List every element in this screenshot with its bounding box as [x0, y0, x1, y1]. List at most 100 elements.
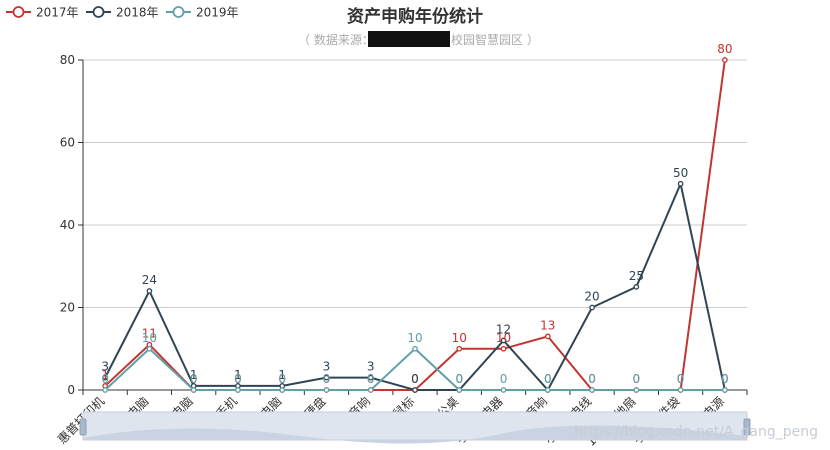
- data-point[interactable]: [677, 180, 684, 187]
- data-label: 0: [367, 372, 375, 386]
- legend[interactable]: 2017年 2018年 2019年: [6, 6, 239, 20]
- data-point[interactable]: [456, 387, 463, 393]
- data-point[interactable]: [102, 374, 108, 381]
- data-point[interactable]: [323, 374, 330, 381]
- y-tick-label: 0: [67, 383, 75, 397]
- grid-lines: [83, 59, 747, 308]
- data-point[interactable]: [633, 387, 640, 393]
- data-label: 50: [673, 166, 688, 180]
- data-point[interactable]: [412, 345, 418, 352]
- legend-marker-icon: [172, 6, 185, 18]
- legend-marker-icon: [92, 6, 105, 18]
- chart-title: 资产申购年份统计: [347, 6, 483, 27]
- y-tick-label: 40: [60, 218, 75, 232]
- data-label: 0: [633, 372, 641, 386]
- data-point[interactable]: [367, 387, 374, 393]
- y-tick-label: 80: [60, 53, 75, 67]
- data-label: 0: [721, 372, 729, 386]
- data-label: 0: [323, 372, 331, 386]
- data-label: 25: [629, 269, 644, 283]
- legend-item[interactable]: 2017年: [6, 6, 79, 20]
- legend-marker-icon: [12, 6, 25, 18]
- data-zoom-slider[interactable]: [79, 411, 751, 444]
- zoom-handle[interactable]: [79, 418, 87, 436]
- data-label: 0: [544, 372, 552, 386]
- data-label: 0: [278, 372, 286, 386]
- data-label: 0: [411, 372, 419, 386]
- data-point[interactable]: [544, 333, 551, 340]
- data-label: 0: [455, 372, 463, 386]
- data-label: 0: [234, 372, 242, 386]
- data-point[interactable]: [235, 387, 241, 393]
- data-label: 3: [101, 360, 109, 374]
- data-point[interactable]: [102, 387, 108, 393]
- data-point[interactable]: [722, 387, 728, 393]
- subtitle-prefix: （ 数据来源：: [298, 32, 374, 47]
- data-label: 0: [500, 372, 508, 386]
- data-label: 10: [142, 331, 157, 345]
- data-point[interactable]: [367, 374, 374, 381]
- data-point[interactable]: [500, 345, 507, 352]
- y-axis: 0 20 40 60 80: [60, 53, 84, 397]
- series-layer: [102, 57, 728, 393]
- data-point[interactable]: [500, 387, 507, 393]
- data-point[interactable]: [456, 345, 463, 352]
- data-label: 0: [633, 372, 641, 386]
- data-point[interactable]: [589, 304, 595, 311]
- data-point[interactable]: [412, 387, 418, 393]
- data-point[interactable]: [722, 57, 728, 63]
- data-point[interactable]: [146, 345, 153, 352]
- data-label: 0: [588, 372, 596, 386]
- data-label: 0: [588, 372, 596, 386]
- data-label: 0: [190, 372, 198, 386]
- data-label: 1: [101, 368, 109, 382]
- data-label: 0: [677, 372, 685, 386]
- watermark: https://blog.csdn.net/A_gang_peng: [574, 424, 818, 440]
- data-point[interactable]: [500, 337, 507, 344]
- legend-item[interactable]: 2019年: [166, 6, 239, 20]
- legend-label: 2017年: [36, 6, 79, 20]
- data-label: 0: [323, 372, 331, 386]
- data-point[interactable]: [633, 284, 640, 290]
- data-label: 1: [234, 368, 242, 382]
- data-label: 3: [323, 360, 331, 374]
- data-label: 0: [190, 372, 198, 386]
- data-point[interactable]: [677, 387, 684, 393]
- data-label: 10: [452, 331, 467, 345]
- data-point[interactable]: [589, 387, 595, 393]
- data-label: 0: [411, 372, 419, 386]
- data-label: 13: [540, 318, 555, 332]
- data-label: 1: [278, 368, 286, 382]
- redacted-source: [368, 31, 450, 47]
- data-label: 24: [142, 273, 157, 287]
- data-label: 0: [455, 372, 463, 386]
- data-point[interactable]: [279, 387, 286, 393]
- data-label: 10: [496, 331, 511, 345]
- data-point[interactable]: [190, 387, 197, 393]
- data-label: 0: [544, 372, 552, 386]
- legend-label: 2018年: [116, 6, 159, 20]
- data-label: 0: [278, 372, 286, 386]
- data-label: 0: [234, 372, 242, 386]
- series-line[interactable]: [104, 180, 726, 392]
- data-label: 20: [584, 290, 599, 304]
- data-label: 11: [142, 327, 157, 341]
- legend-item[interactable]: 2018年: [86, 6, 159, 20]
- y-tick-label: 60: [60, 136, 75, 150]
- data-point[interactable]: [323, 387, 330, 393]
- data-label: 10: [407, 331, 422, 345]
- y-tick-label: 20: [60, 301, 75, 315]
- data-label: 0: [367, 372, 375, 386]
- chart-subtitle: （ 数据来源： 校园智慧园区 ）: [298, 31, 539, 47]
- zoom-handle[interactable]: [743, 418, 751, 436]
- data-label: 0: [721, 372, 729, 386]
- data-label: 1: [190, 368, 198, 382]
- data-label: 3: [367, 360, 375, 374]
- legend-label: 2019年: [196, 6, 239, 20]
- subtitle-suffix: 校园智慧园区 ）: [451, 32, 539, 47]
- data-label: 12: [496, 323, 511, 337]
- data-point[interactable]: [146, 288, 153, 294]
- data-point[interactable]: [544, 387, 551, 393]
